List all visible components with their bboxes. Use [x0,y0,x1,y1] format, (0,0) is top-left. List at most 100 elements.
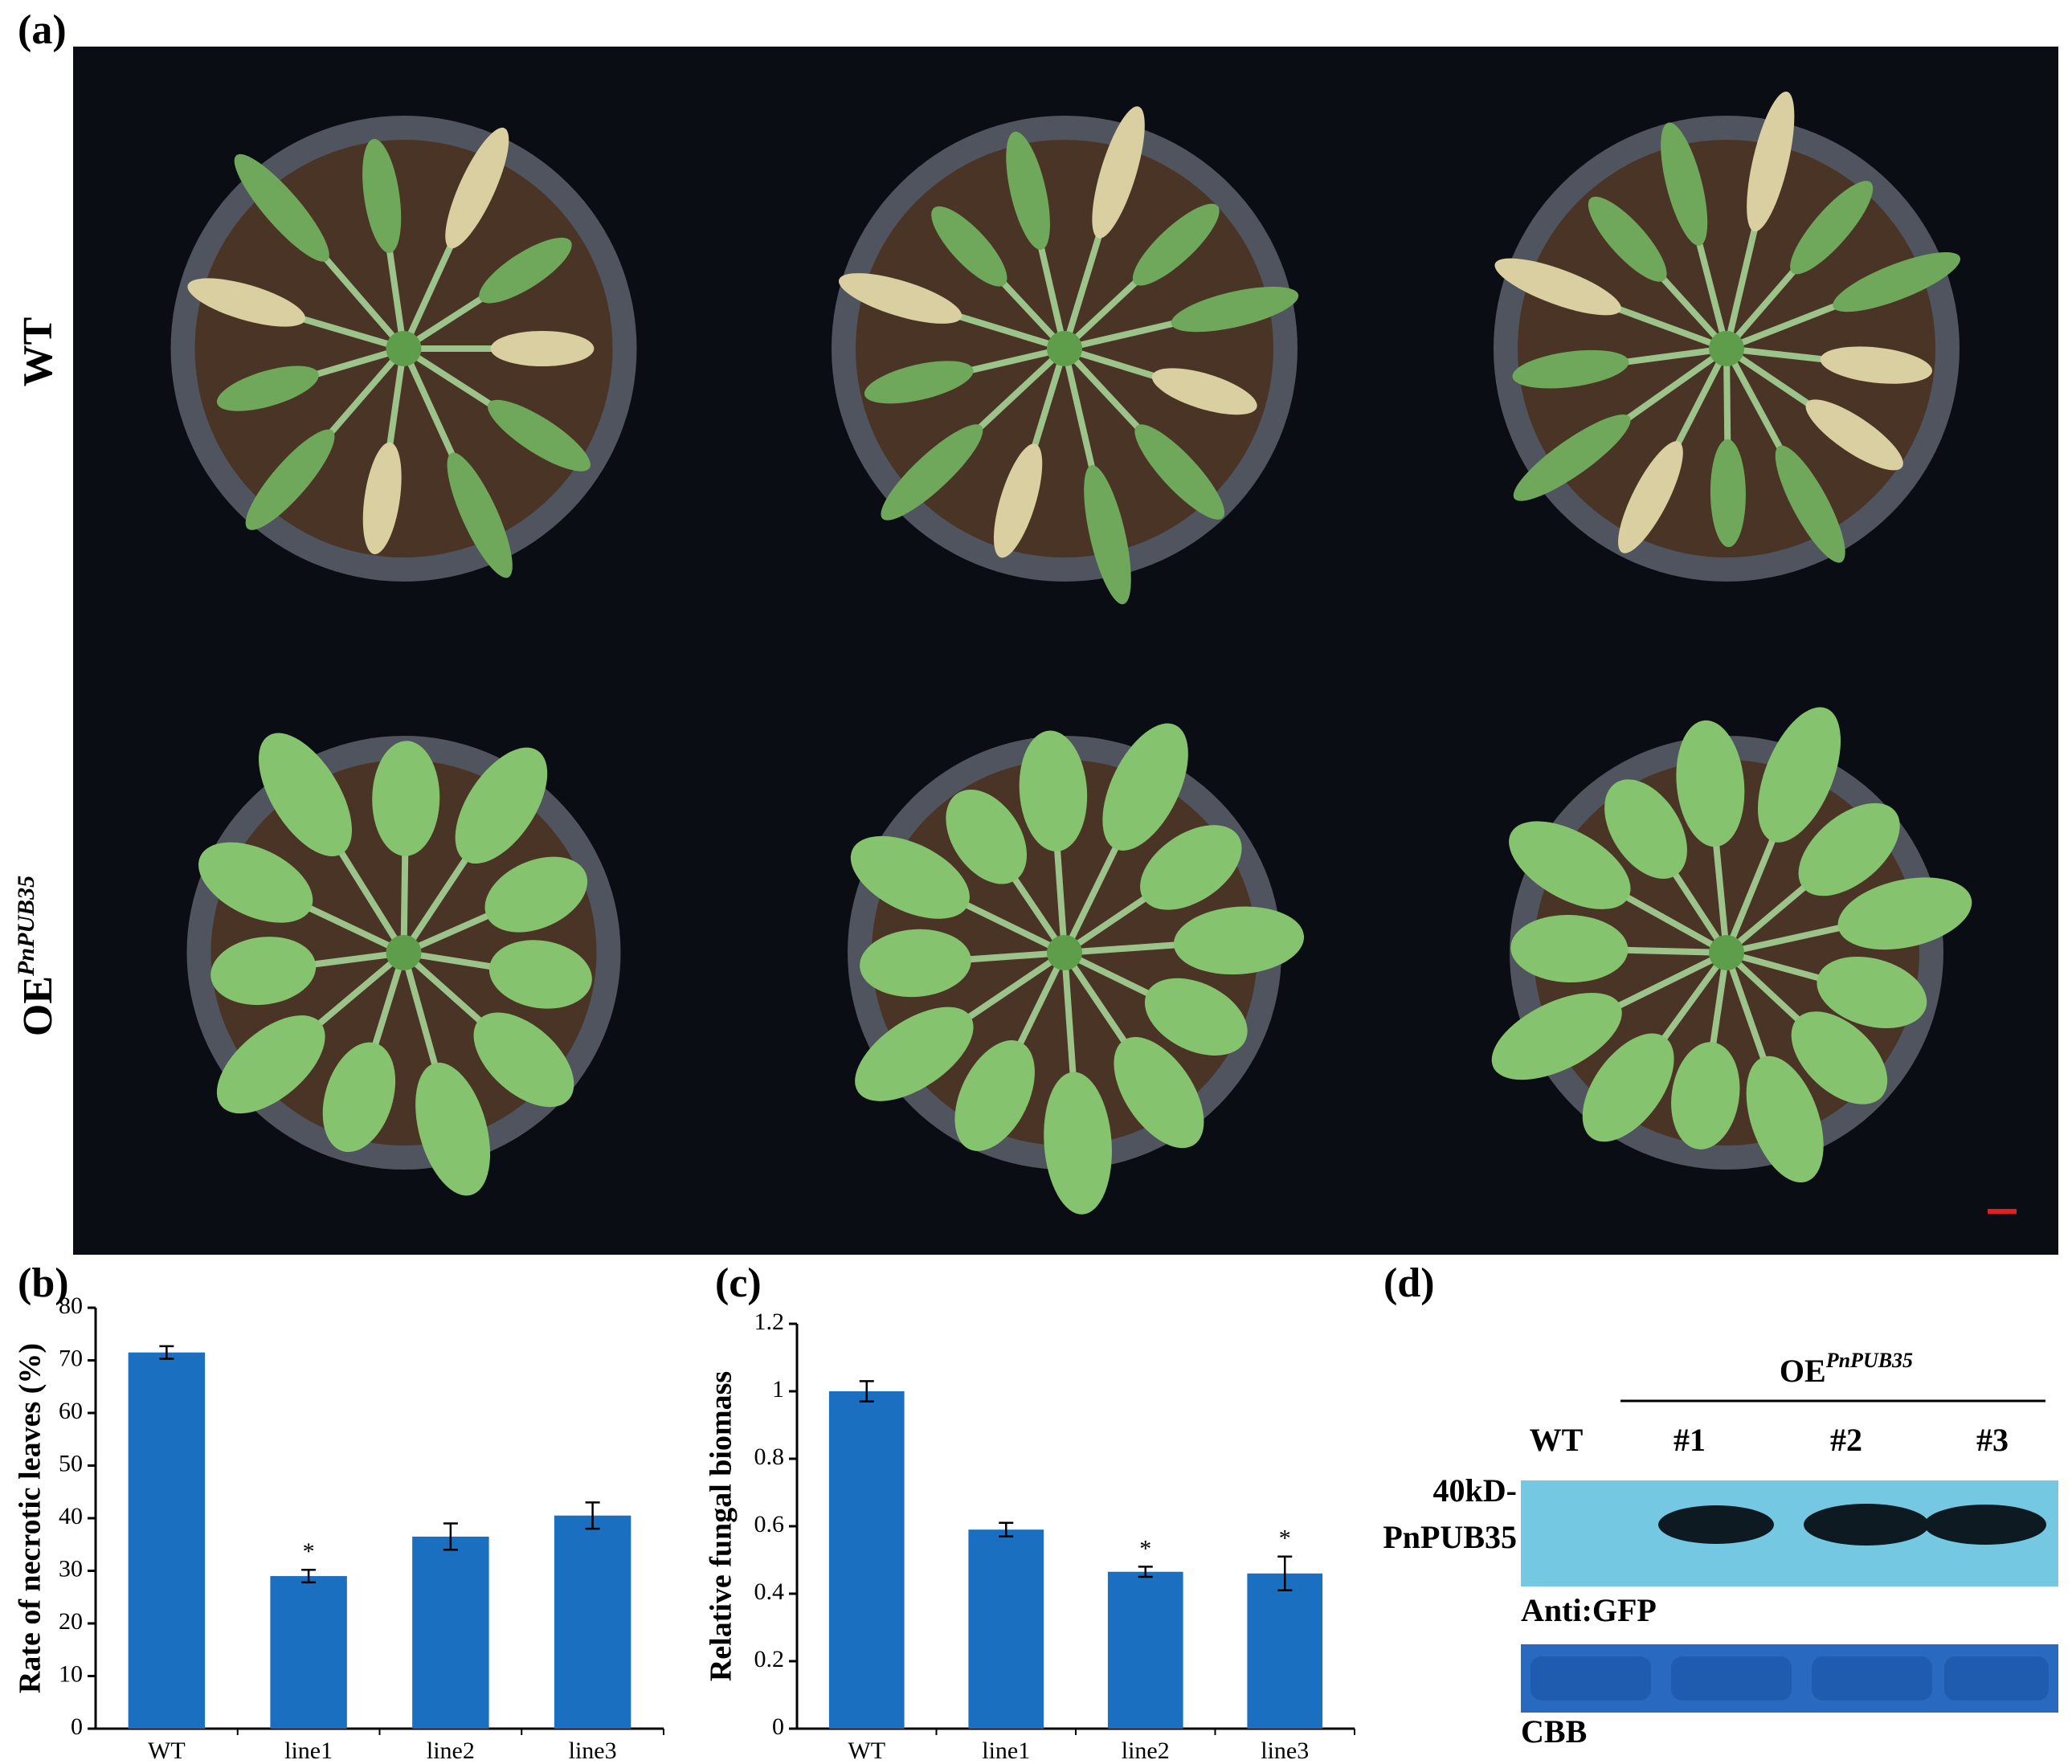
leaf-blade [473,1012,574,1108]
leaf [1582,950,1730,1142]
x-tick-label: WT [848,1737,885,1764]
row-label: OEPnPUB35 [13,876,61,1036]
antibody-label: Anti:GFP [1521,1592,1657,1628]
leaf-blade [245,429,335,530]
leaf [322,951,407,1153]
leaf [1618,347,1730,553]
leaf-blade [1171,286,1299,333]
error-bar [585,1501,600,1530]
leaf-blade [1676,720,1745,847]
leaf-blade [445,127,509,249]
leaf-blade [1671,1042,1740,1149]
leaf-blade [1144,978,1248,1056]
leaf [401,747,548,955]
leaf [198,842,406,956]
leaf-blade [490,331,595,366]
leaf [1510,914,1727,983]
leaf [1061,348,1131,605]
x-tick-label: line1 [982,1737,1030,1764]
leaf [1019,730,1088,953]
x-tick-label: line3 [1261,1737,1309,1764]
leaf-blade [1618,441,1683,553]
y-axis-title: Relative fungal biomass [705,1371,738,1681]
leaf [402,345,591,472]
leaf-blade [362,138,402,253]
leaf [1062,203,1220,351]
leaf [1661,122,1730,349]
leaf [400,951,491,1196]
lane-label: #3 [1976,1422,2009,1458]
lane-label: #1 [1674,1422,1706,1458]
bar [270,1576,347,1729]
panel-label: (d) [1383,1260,1435,1306]
leaf-blade [1044,1072,1112,1215]
leaf-blade [864,361,974,404]
row-label-superscript: PnPUB35 [13,876,39,977]
y-tick-label: 40 [59,1503,83,1529]
leaf [954,951,1068,1151]
error-bar [301,1568,317,1584]
leaf [881,346,1067,521]
group-label: OEPnPUB35 [1780,1349,1913,1389]
leaf-blade [1820,346,1932,384]
significance-mark: * [1139,1535,1151,1562]
leaf-blade [216,365,319,411]
western-blot: OEPnPUB35 WT #1 #2 #3 40kD- PnPUB35 Anti… [1383,1349,2058,1750]
leaf-blade [1019,730,1088,851]
x-tick-label: line3 [569,1737,617,1764]
error-bar [999,1521,1014,1537]
cbb-lane [1671,1656,1792,1701]
leaf-blade [198,842,313,923]
y-tick-label: 0.2 [754,1646,785,1672]
bar-chart: Relative fungal biomass 0 0.2 0.4 0.6 0.8 1 1.2… [705,1309,1355,1764]
leaf-blade [946,789,1028,884]
leaf-blade [1588,196,1667,282]
leaf [1063,949,1248,1056]
leaf [1676,720,1745,953]
marker-label: 40kD- [1433,1472,1517,1509]
leaf [1044,952,1112,1215]
leaf-blade [931,206,1007,287]
leaf-blade [1491,992,1622,1080]
band [1924,1505,2046,1545]
leaf [1723,707,1841,954]
protein-label: PnPUB35 [1383,1519,1517,1555]
leaf-blade [1710,439,1746,548]
leaf-blade [1494,258,1621,316]
photo-grid [73,47,2058,1255]
cbb-lane [1944,1656,2049,1701]
leaf [850,835,1066,956]
leaf-blade [1604,779,1687,880]
leaf [402,237,572,352]
x-tick-label: line2 [1122,1737,1170,1764]
leaf [993,347,1068,558]
leaf-blade [1512,349,1629,389]
leaf [1063,345,1257,415]
rosette-center [1709,331,1744,366]
leaf-blade [1758,707,1841,843]
leaf [1724,950,1888,1105]
row-label: WT [15,317,61,387]
leaf [401,950,574,1108]
row-label-main: OE [15,976,61,1036]
leaf [1726,877,1972,956]
error-bar [443,1522,458,1551]
leaf [1061,950,1204,1149]
y-tick-label: 10 [59,1660,83,1687]
leaf-blade [1151,368,1257,415]
bar [828,1391,905,1729]
panel-label: (c) [715,1260,762,1306]
leaf-blade [1805,399,1903,471]
band [1658,1505,1774,1544]
bar [1107,1571,1183,1729]
leaf [403,331,595,366]
rosette-center [1709,935,1744,970]
leaf-blade [488,940,592,1009]
leaf [362,138,407,349]
leaf-blade [1746,1056,1824,1183]
bar [412,1536,489,1729]
leaf [1006,131,1068,349]
band [1804,1504,1929,1546]
leaf [1604,779,1730,955]
leaf [402,856,588,956]
